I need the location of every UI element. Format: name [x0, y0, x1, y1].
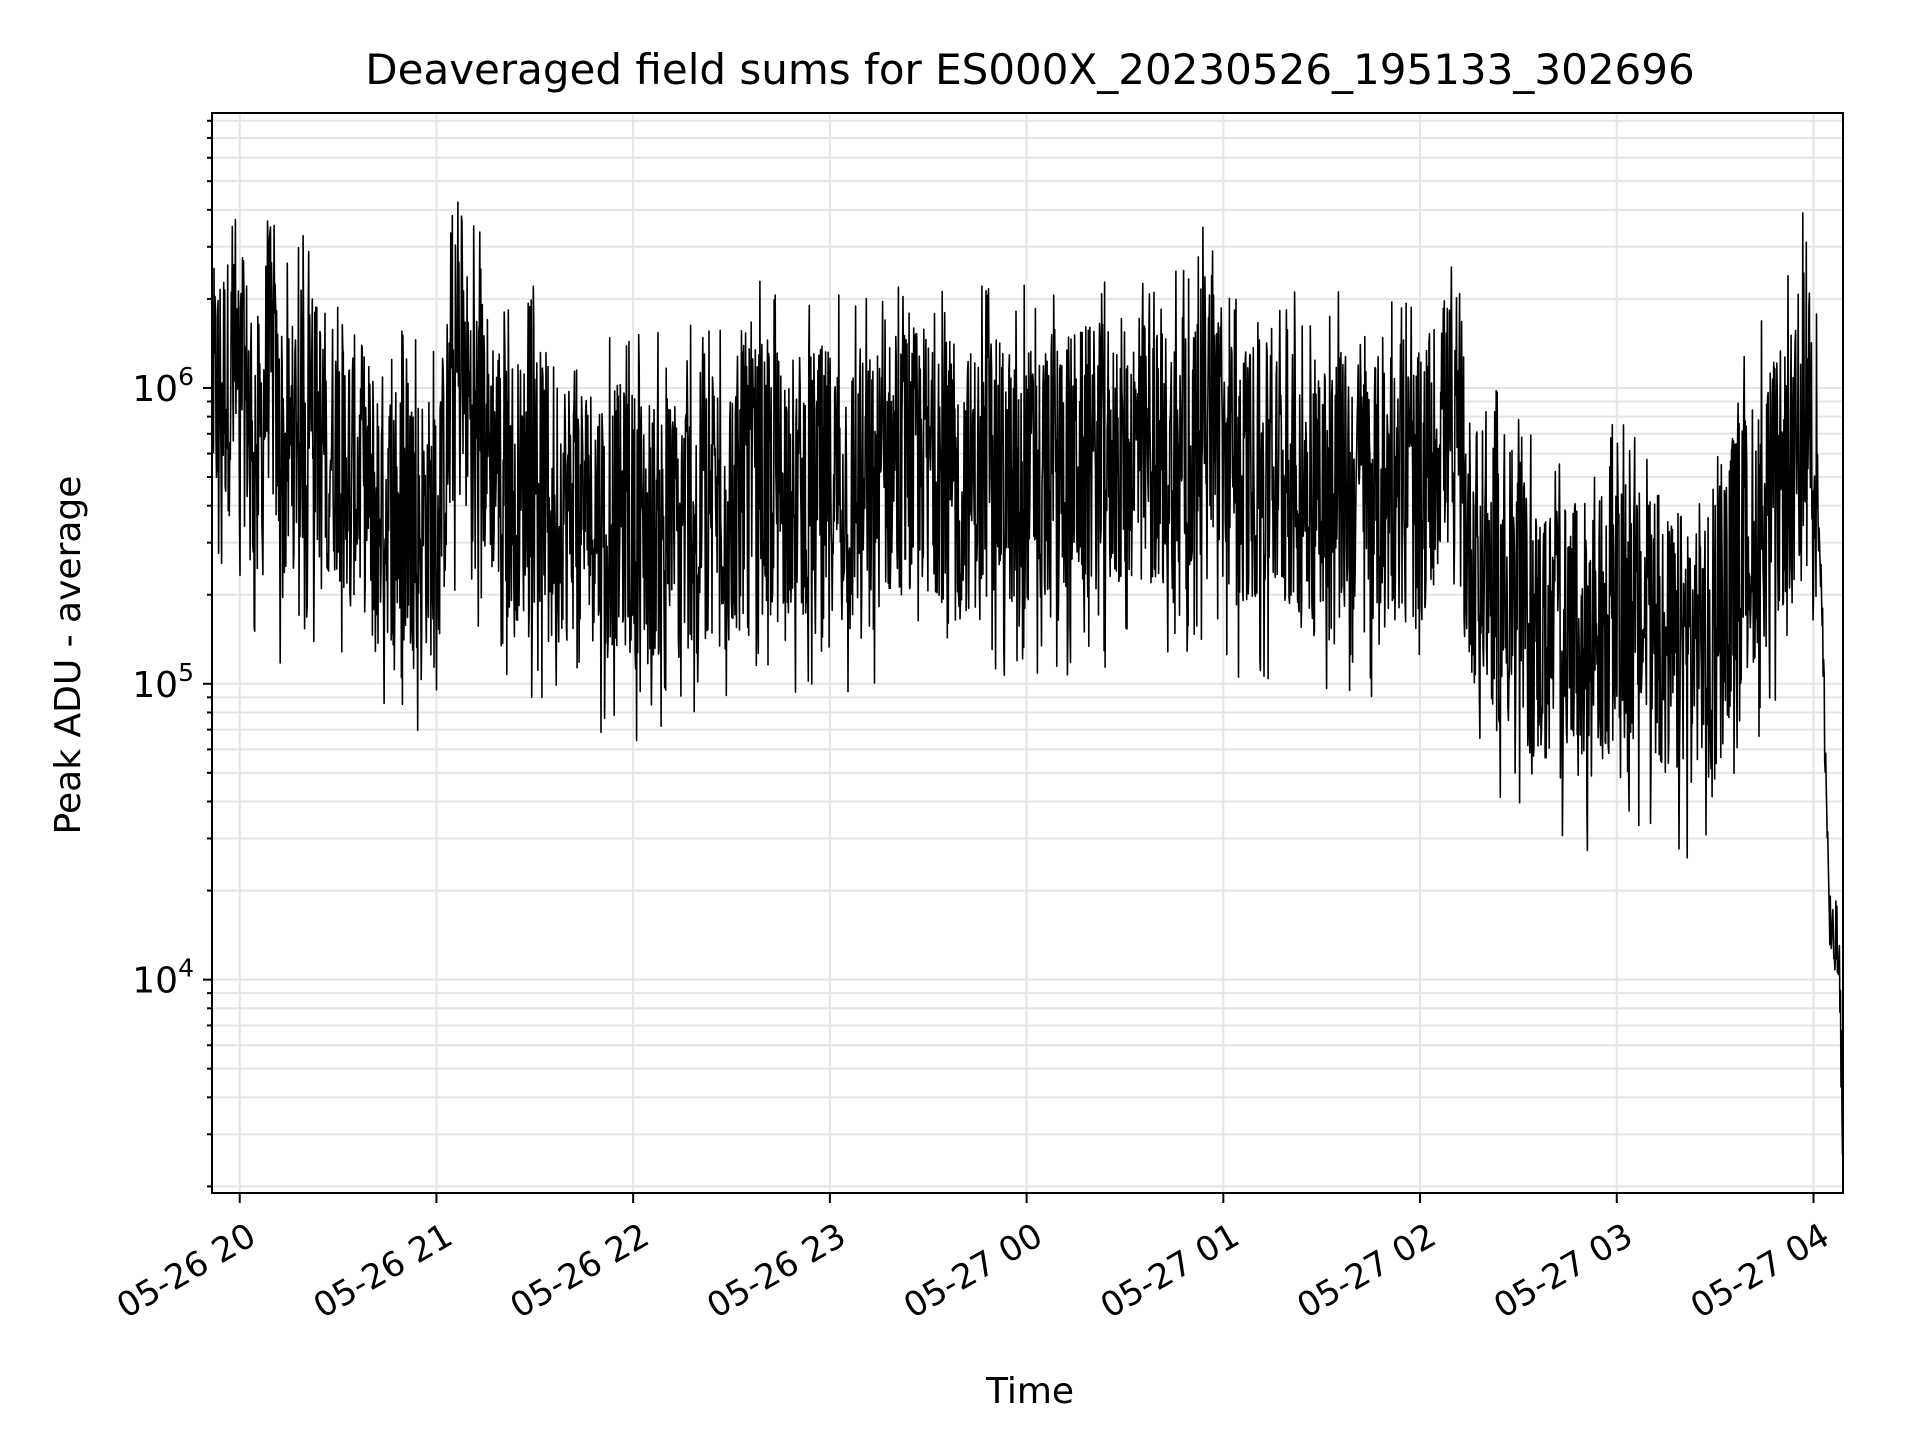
y-tick-label-base: 10: [132, 961, 178, 1002]
series-layer: [212, 201, 1844, 1156]
chart-title: Deaveraged field sums for ES000X_2023052…: [365, 45, 1694, 94]
y-tick-label-base: 10: [132, 665, 178, 706]
y-axis-label: Peak ADU - average: [48, 476, 89, 835]
y-tick-label-exponent: 5: [178, 658, 194, 687]
y-tick-label-exponent: 6: [178, 362, 194, 391]
y-tick-label: 105: [132, 658, 194, 706]
y-tick-label-exponent: 4: [178, 954, 194, 983]
y-tick-label: 104: [132, 954, 194, 1002]
x-axis-label: Time: [985, 1371, 1074, 1412]
y-tick-label: 106: [132, 362, 194, 410]
series-line: [212, 201, 1844, 1156]
y-tick-label-base: 10: [132, 369, 178, 410]
